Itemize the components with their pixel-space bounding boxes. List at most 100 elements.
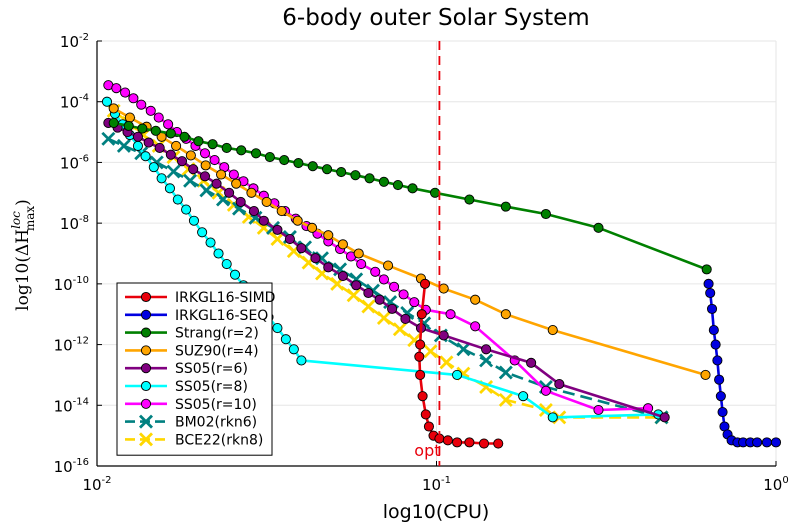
data-point xyxy=(179,131,190,142)
tick-exponent: -10 xyxy=(73,275,89,286)
tick-base: 10 xyxy=(54,397,73,415)
data-point xyxy=(153,112,164,123)
marker-stroke xyxy=(538,402,553,417)
data-point xyxy=(148,162,159,173)
data-point xyxy=(500,201,511,212)
data-point xyxy=(456,342,471,357)
series-strang-r-2 xyxy=(108,117,712,275)
y-tick-label: 10-14 xyxy=(54,396,89,415)
legend-item: IRKGL16-SEQ xyxy=(125,308,268,324)
y-tick-label: 10-16 xyxy=(54,457,89,476)
data-point xyxy=(703,278,714,289)
data-point xyxy=(423,421,434,432)
data-point xyxy=(128,93,139,104)
data-point xyxy=(547,412,558,423)
data-point xyxy=(706,303,718,314)
data-point xyxy=(526,357,537,368)
ylabel-part: ) xyxy=(13,199,33,206)
tick-exponent: -4 xyxy=(79,93,89,104)
tick-exponent: 0 xyxy=(782,475,788,486)
data-point xyxy=(364,173,375,184)
data-point xyxy=(154,142,165,153)
data-point xyxy=(392,322,407,337)
marker-stroke xyxy=(383,295,398,310)
data-point xyxy=(409,297,420,308)
tick-base: 10 xyxy=(60,154,79,172)
data-point xyxy=(700,369,711,380)
data-point xyxy=(554,379,565,390)
marker-stroke xyxy=(166,164,181,179)
data-point xyxy=(165,128,176,139)
data-point xyxy=(296,243,307,254)
legend-item: SS05(r=8) xyxy=(125,379,248,395)
data-point xyxy=(398,289,409,300)
tick-exponent: -14 xyxy=(73,396,89,407)
legend-label: SUZ90(r=4) xyxy=(175,343,259,359)
y-tick-label: 10-6 xyxy=(60,153,89,172)
data-point xyxy=(276,206,287,217)
tick-exponent: -1 xyxy=(441,475,451,486)
data-point xyxy=(547,325,558,336)
legend-label: IRKGL16-SIMD xyxy=(175,290,275,306)
data-point xyxy=(272,323,283,334)
data-point xyxy=(540,385,551,396)
data-point xyxy=(261,196,272,207)
data-point xyxy=(493,438,504,449)
data-point xyxy=(143,137,154,148)
data-point xyxy=(321,164,333,175)
data-point xyxy=(500,309,511,320)
data-point xyxy=(296,355,307,366)
data-point xyxy=(216,169,227,180)
data-point xyxy=(323,262,334,273)
data-point xyxy=(156,173,167,184)
marker-stroke xyxy=(479,353,494,368)
data-point xyxy=(166,164,181,179)
data-point xyxy=(229,269,241,280)
data-point xyxy=(464,437,475,448)
legend-marker xyxy=(140,345,152,356)
data-point xyxy=(279,154,290,166)
data-point xyxy=(392,179,404,191)
marker-stroke xyxy=(407,333,422,348)
data-point xyxy=(353,248,364,259)
legend-marker xyxy=(140,291,152,303)
series-suz90-r-4 xyxy=(108,103,711,380)
tick-exponent: -2 xyxy=(79,32,89,43)
ylabel-part: log10(ΔH xyxy=(13,229,33,311)
data-point xyxy=(389,281,400,292)
legend-marker xyxy=(140,398,152,409)
data-point xyxy=(416,309,427,320)
data-point xyxy=(479,353,494,368)
chart-title: 6-body outer Solar System xyxy=(282,5,589,31)
data-point xyxy=(717,406,728,418)
data-point xyxy=(145,105,156,116)
data-point xyxy=(337,239,348,250)
data-point xyxy=(171,140,182,151)
marker-stroke xyxy=(439,355,454,370)
data-point xyxy=(108,117,119,128)
data-point xyxy=(120,87,131,98)
data-point xyxy=(293,158,304,169)
data-point xyxy=(423,344,438,359)
data-point xyxy=(470,294,481,305)
data-point xyxy=(199,171,211,182)
data-point xyxy=(307,161,318,172)
data-point xyxy=(235,196,246,207)
data-point xyxy=(197,227,208,238)
data-point xyxy=(498,365,513,380)
data-point xyxy=(221,258,232,270)
data-point xyxy=(478,438,490,449)
legend-marker xyxy=(140,327,152,338)
series-ss05-r-6 xyxy=(103,117,670,423)
legend-marker xyxy=(140,309,152,320)
data-point xyxy=(414,351,425,362)
data-point xyxy=(593,222,604,233)
data-point xyxy=(420,409,431,420)
data-point xyxy=(374,294,385,305)
data-point xyxy=(540,208,551,220)
y-axis-label: log10(ΔHlocmax) xyxy=(9,199,37,311)
data-point xyxy=(419,278,431,289)
data-point xyxy=(310,253,321,264)
data-point xyxy=(136,99,147,110)
data-point xyxy=(452,369,463,380)
